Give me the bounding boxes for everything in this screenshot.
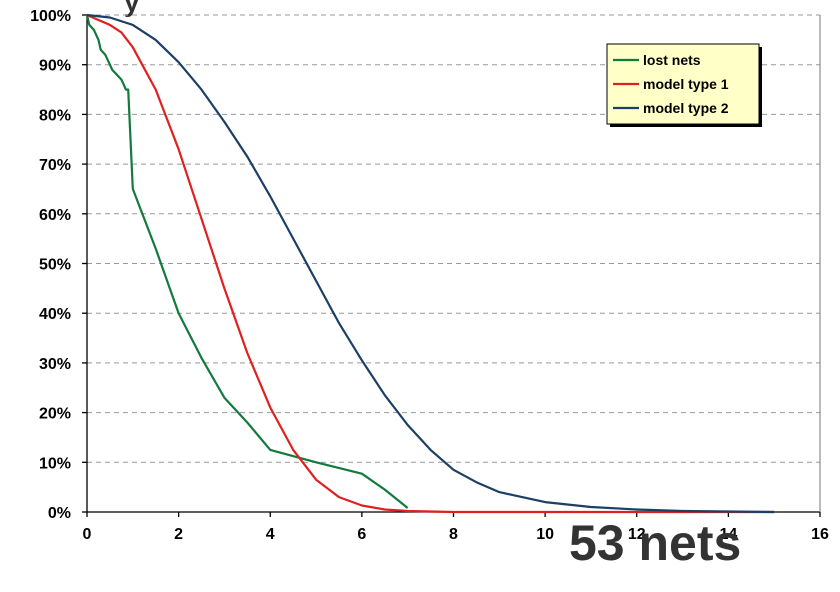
y-tick-label: 50% — [39, 257, 71, 274]
legend-label: lost nets — [643, 52, 701, 68]
chart-title-fragment: y — [124, 0, 140, 17]
y-tick-label: 40% — [39, 306, 71, 323]
y-tick-label: 0% — [48, 505, 71, 522]
annotation-nets: 53 nets — [569, 515, 742, 571]
x-tick-label: 8 — [449, 526, 458, 543]
y-tick-label: 30% — [39, 356, 71, 373]
x-tick-label: 4 — [266, 526, 275, 543]
x-tick-label: 16 — [811, 526, 829, 543]
series-line-model-type-1 — [86, 13, 775, 514]
legend-label: model type 2 — [643, 100, 729, 116]
legend: lost nets model type 1 model type 2 — [606, 43, 762, 127]
legend-label: model type 1 — [643, 76, 729, 92]
series-line-lost-nets — [85, 14, 409, 509]
y-tick-label: 100% — [30, 8, 71, 25]
y-tick-label: 90% — [39, 58, 71, 75]
x-tick-label: 6 — [357, 526, 366, 543]
series-lines — [85, 13, 775, 514]
y-tick-label: 10% — [39, 455, 71, 472]
y-tick-label: 80% — [39, 107, 71, 124]
x-tick-label: 0 — [83, 526, 92, 543]
x-tick-label: 14 — [719, 526, 737, 543]
y-tick-label: 20% — [39, 406, 71, 423]
x-tick-label: 10 — [536, 526, 554, 543]
series-line-model-type-2 — [86, 13, 775, 514]
x-tick-label: 2 — [174, 526, 183, 543]
y-tick-label: 70% — [39, 157, 71, 174]
y-tick-label: 60% — [39, 207, 71, 224]
x-tick-label: 12 — [628, 526, 646, 543]
tick-labels: 0% 10% 20% 30% 40% 50% 60% 70% 80% 90% 100% 0 2 4 6 8 10… — [30, 8, 829, 543]
